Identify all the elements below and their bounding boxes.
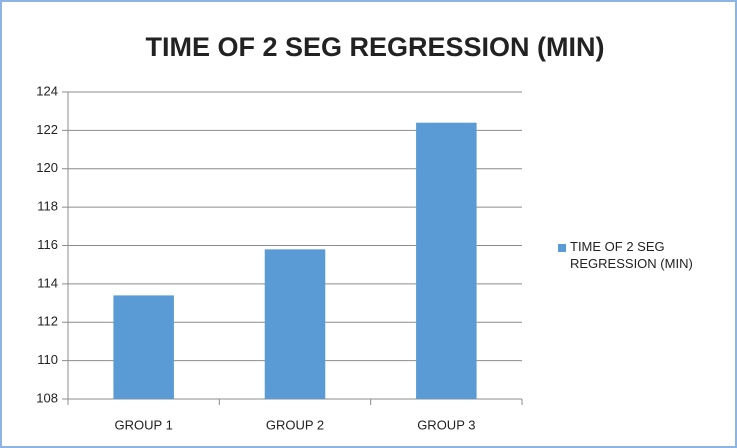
legend-swatch [558, 244, 566, 252]
x-tick-label: GROUP 3 [417, 417, 475, 432]
y-tick-label: 116 [37, 237, 58, 252]
bar [264, 249, 326, 399]
bar [113, 295, 174, 399]
y-tick-label: 122 [36, 122, 58, 137]
bar [416, 122, 477, 399]
x-tick-label: GROUP 2 [266, 417, 324, 432]
y-tick-label: 124 [36, 83, 58, 98]
legend-label: TIME OF 2 SEG REGRESSION (MIN) [570, 239, 693, 271]
y-tick-label: 112 [37, 314, 58, 329]
y-tick-label: 108 [36, 390, 58, 405]
y-tick-label: 114 [37, 275, 58, 290]
x-tick-label: GROUP 1 [115, 417, 173, 432]
y-tick-label: 110 [37, 352, 58, 367]
y-tick-label: 120 [36, 160, 58, 175]
y-tick-label: 118 [37, 199, 58, 214]
chart-title: TIME OF 2 SEG REGRESSION (MIN) [145, 32, 604, 62]
